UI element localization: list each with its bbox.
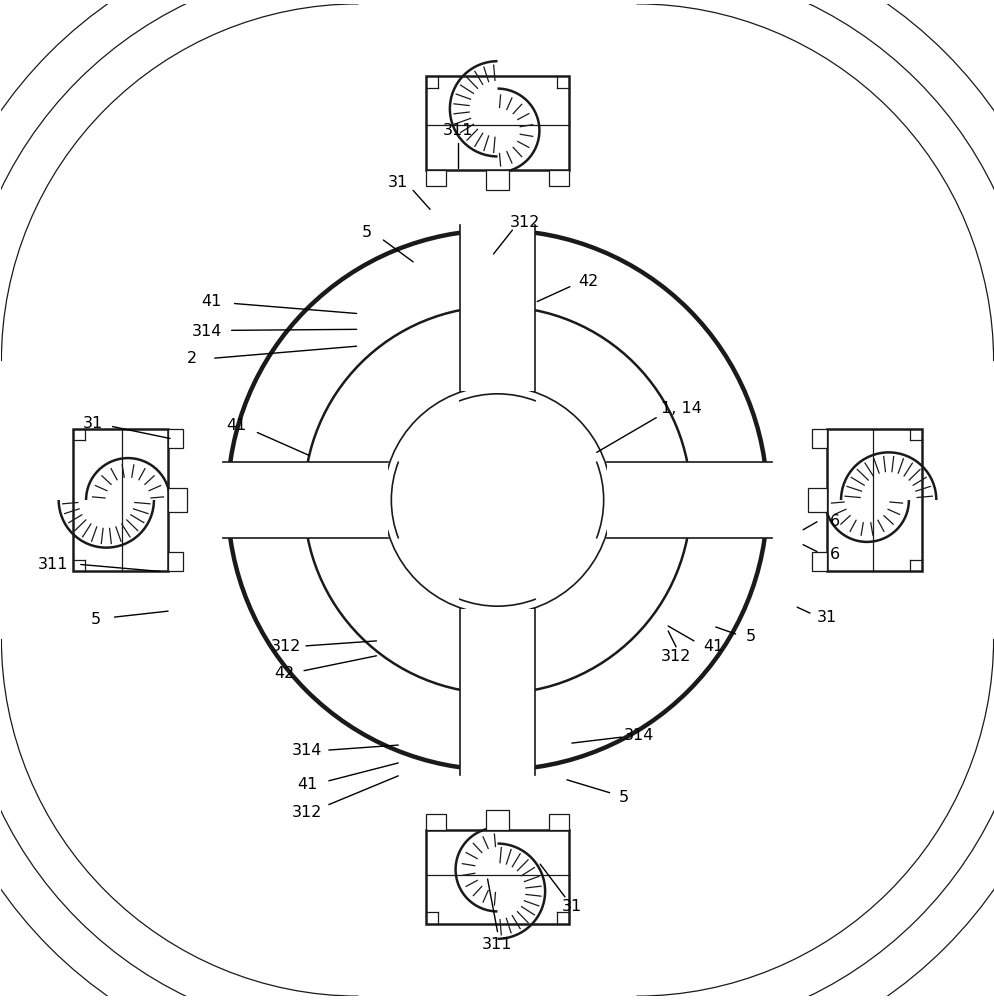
Polygon shape <box>425 76 569 170</box>
Polygon shape <box>459 609 535 775</box>
Text: 312: 312 <box>510 215 540 230</box>
Text: 311: 311 <box>38 557 69 572</box>
Polygon shape <box>167 552 183 571</box>
Text: 5: 5 <box>361 225 371 240</box>
Polygon shape <box>549 170 569 186</box>
Polygon shape <box>425 830 569 924</box>
Polygon shape <box>425 170 445 186</box>
Text: 42: 42 <box>273 666 294 681</box>
Text: 314: 314 <box>192 324 222 339</box>
Text: 314: 314 <box>623 728 654 743</box>
Polygon shape <box>606 462 771 538</box>
Polygon shape <box>223 462 388 538</box>
Polygon shape <box>167 429 183 448</box>
Text: 312: 312 <box>291 805 322 820</box>
Polygon shape <box>167 488 187 512</box>
Text: 31: 31 <box>388 175 408 190</box>
Polygon shape <box>549 814 569 830</box>
Text: 311: 311 <box>442 123 472 138</box>
Text: 1, 14: 1, 14 <box>660 401 701 416</box>
Text: 6: 6 <box>829 514 839 529</box>
Polygon shape <box>827 429 920 571</box>
Text: 41: 41 <box>703 639 724 654</box>
Text: 2: 2 <box>187 351 197 366</box>
Text: 41: 41 <box>296 777 317 792</box>
Text: 312: 312 <box>660 649 691 664</box>
Text: 41: 41 <box>226 418 247 433</box>
Text: 312: 312 <box>270 639 301 654</box>
Polygon shape <box>811 429 827 448</box>
Text: 6: 6 <box>829 547 839 562</box>
Polygon shape <box>811 552 827 571</box>
Text: 5: 5 <box>745 629 754 644</box>
Polygon shape <box>807 488 827 512</box>
Text: 41: 41 <box>202 294 222 309</box>
Text: 5: 5 <box>90 612 100 627</box>
Text: 31: 31 <box>562 899 581 914</box>
Polygon shape <box>485 810 509 830</box>
Text: 5: 5 <box>618 790 628 805</box>
Text: 311: 311 <box>482 937 512 952</box>
Polygon shape <box>459 225 535 391</box>
Text: 31: 31 <box>816 610 836 625</box>
Polygon shape <box>485 170 509 190</box>
Text: 31: 31 <box>83 416 102 431</box>
Text: 314: 314 <box>291 743 322 758</box>
Polygon shape <box>74 429 167 571</box>
Polygon shape <box>425 814 445 830</box>
Text: 42: 42 <box>579 274 598 289</box>
